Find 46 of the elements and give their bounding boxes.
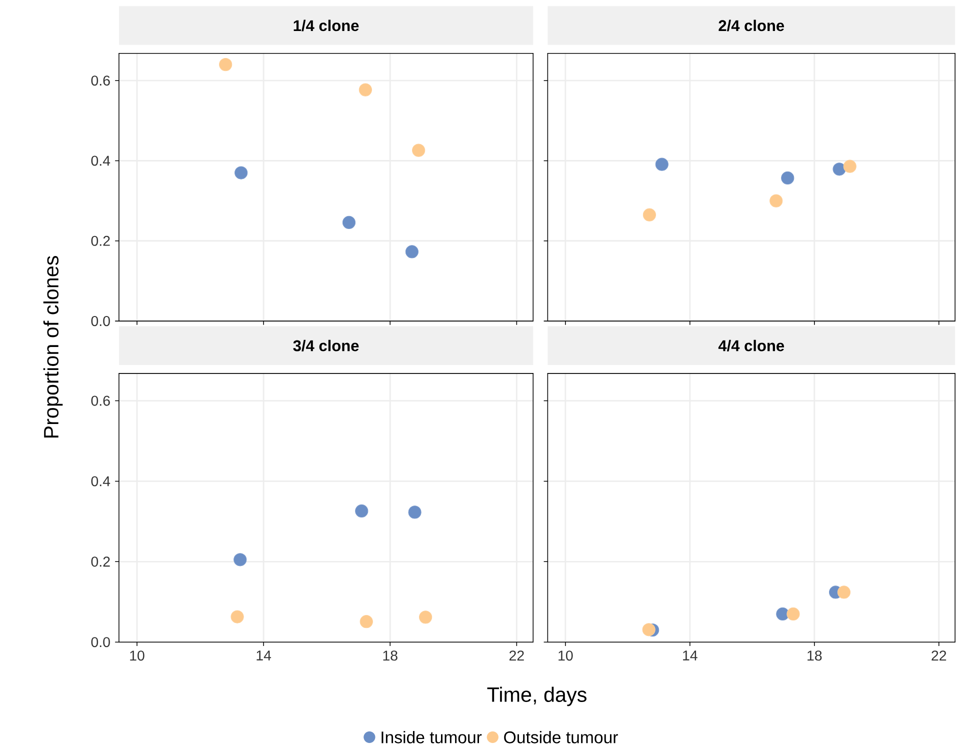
point (776, 608, 790, 621)
chart-title: 3/4 clone (293, 340, 359, 352)
point (405, 245, 419, 258)
y-axis-title: Proportion of clones (43, 256, 63, 438)
y-tick-label: 0.6 (91, 396, 110, 406)
y-tick-label: 0.2 (91, 556, 110, 567)
legend-label: Inside tumour (382, 731, 482, 744)
x-tick-label: 14 (256, 650, 272, 661)
point (832, 162, 846, 176)
y-tick-label: 0.2 (91, 236, 110, 246)
x-axis-title: Time, days (487, 687, 586, 706)
x-tick-label: 22 (509, 650, 524, 661)
point (786, 608, 800, 621)
y-tick-label: 0.4 (91, 476, 110, 486)
point (418, 610, 432, 624)
point (781, 172, 794, 185)
point (642, 208, 656, 222)
y-tick-label: 0.4 (91, 156, 110, 166)
point (837, 586, 851, 600)
point (230, 610, 244, 624)
x-tick-label: 10 (130, 650, 144, 661)
point (355, 504, 368, 518)
y-tick-label: 0.0 (91, 637, 110, 648)
x-tick-label: 14 (683, 650, 698, 661)
point (843, 160, 856, 174)
chart-title: 1/4 clone (294, 20, 359, 32)
point (360, 615, 373, 628)
point (655, 158, 668, 172)
x-tick-label: 10 (558, 650, 573, 661)
y-tick-label: 0.6 (91, 76, 110, 86)
point (770, 194, 783, 208)
y-tick-label: 0.0 (91, 316, 110, 326)
x-tick-label: 18 (383, 650, 398, 661)
point (342, 216, 356, 230)
point (642, 623, 656, 636)
point (234, 553, 247, 566)
chart-title: 2/4 clone (718, 20, 784, 32)
point (219, 58, 232, 72)
point (412, 144, 426, 158)
x-tick-label: 18 (808, 650, 822, 661)
legend-label: Outside tumour (504, 731, 618, 744)
x-tick-label: 22 (932, 650, 946, 661)
point (358, 83, 372, 97)
point (234, 166, 248, 180)
point (408, 506, 422, 519)
chart-title: 4/4 clone (718, 340, 784, 352)
